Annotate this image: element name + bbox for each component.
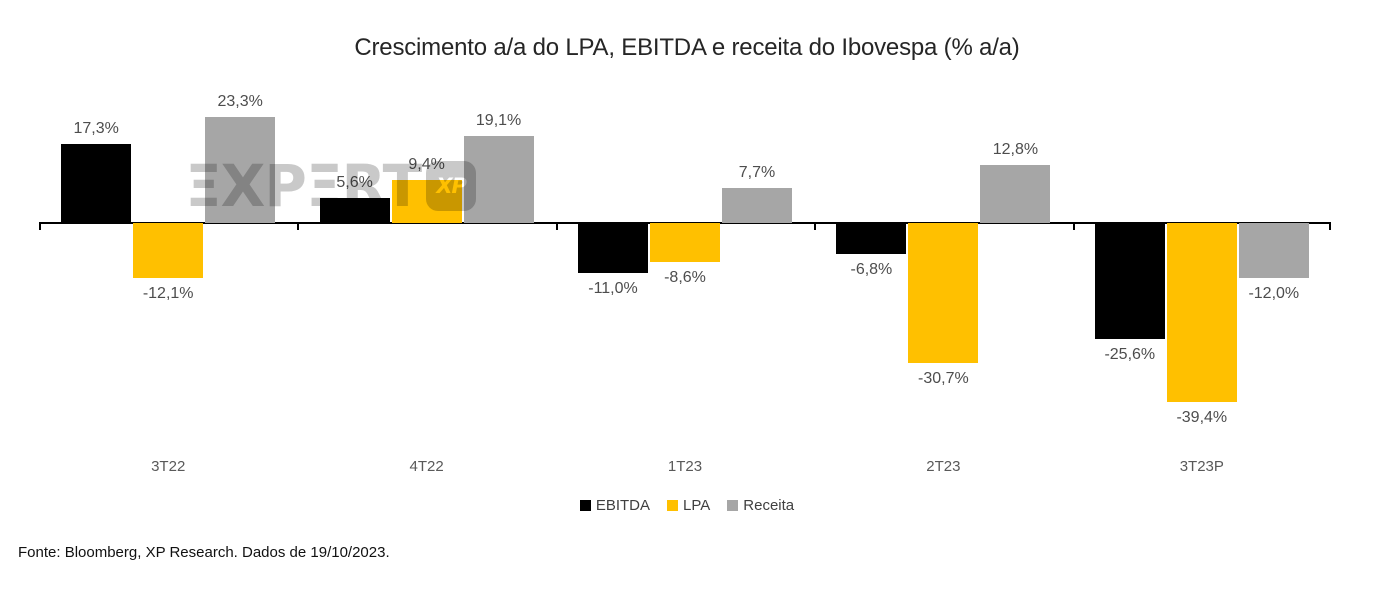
value-label-ebitda-1t23: -11,0% [588, 280, 638, 298]
value-label-lpa-1t23: -8,6% [664, 269, 706, 287]
x-axis-tick [39, 222, 41, 230]
footer-note: Fonte: Bloomberg, XP Research. Dados de … [18, 544, 390, 561]
value-label-lpa-2t23: -30,7% [918, 369, 969, 387]
x-axis-label-3t23p: 3T23P [1179, 458, 1224, 475]
x-axis-tick [814, 222, 817, 230]
value-label-receita-1t23: 7,7% [738, 163, 776, 181]
value-label-receita-3t23p: -12,0% [1248, 284, 1300, 302]
bar-ebitda-4t22 [319, 197, 390, 223]
x-axis-tick [555, 222, 558, 230]
x-axis-label-2t23: 2T23 [926, 458, 961, 475]
bar-receita-1t23 [722, 187, 792, 223]
legend-label-ebitda: EBITDA [595, 497, 651, 514]
value-label-receita-4t22: 19,1% [475, 112, 522, 130]
bar-lpa-3t22 [133, 223, 204, 279]
bar-receita-4t22 [463, 136, 534, 223]
bar-ebitda-3t23p [1094, 223, 1165, 340]
bar-receita-2t23 [980, 164, 1051, 223]
chart-title: Crescimento a/a do LPA, EBITDA e receita… [354, 34, 1020, 61]
bar-ebitda-1t23 [578, 223, 648, 274]
value-label-lpa-3t23p: -39,4% [1176, 409, 1228, 427]
bar-receita-3t23p [1238, 223, 1309, 278]
legend-label-receita: Receita [743, 497, 795, 514]
x-axis-label-4t22: 4T22 [409, 458, 444, 475]
legend: EBITDA LPA Receita [0, 497, 1374, 514]
x-axis-tick [1072, 222, 1075, 230]
x-axis-tick [297, 222, 300, 230]
value-label-ebitda-4t22: 5,6% [336, 173, 373, 191]
bar-lpa-3t23p [1166, 223, 1237, 403]
bar-lpa-4t22 [391, 180, 462, 223]
legend-item-lpa: LPA [667, 497, 710, 514]
value-label-ebitda-2t23: -6,8% [850, 260, 893, 278]
value-label-receita-2t23: 12,8% [992, 140, 1039, 158]
legend-swatch-ebitda [579, 500, 591, 511]
value-label-lpa-3t22: -12,1% [142, 285, 194, 303]
legend-label-lpa: LPA [683, 497, 711, 514]
legend-item-receita: Receita [727, 497, 794, 514]
value-label-ebitda-3t23p: -25,6% [1104, 346, 1156, 364]
x-axis-label-3t22: 3T22 [151, 458, 186, 475]
bar-lpa-1t23 [650, 223, 720, 263]
legend-swatch-receita [727, 500, 739, 511]
value-label-receita-3t22: 23,3% [217, 92, 263, 110]
value-label-lpa-4t22: 9,4% [408, 156, 445, 174]
legend-item-ebitda: EBITDA [579, 497, 651, 514]
legend-swatch-lpa [667, 500, 679, 511]
bar-ebitda-2t23 [836, 223, 907, 254]
x-axis-label-1t23: 1T23 [667, 458, 703, 475]
bar-receita-3t22 [205, 116, 276, 223]
x-axis-tick [1329, 222, 1331, 230]
value-label-ebitda-3t22: 17,3% [73, 120, 119, 138]
bar-ebitda-3t22 [61, 144, 132, 223]
bar-lpa-2t23 [908, 223, 979, 363]
